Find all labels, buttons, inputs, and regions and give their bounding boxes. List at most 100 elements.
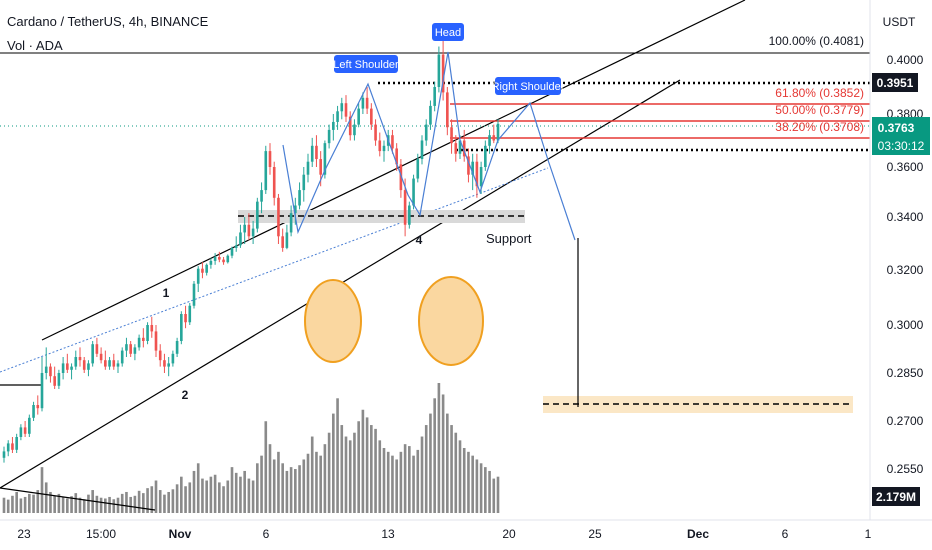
volume-bar [353, 432, 356, 513]
candle [146, 322, 149, 345]
candle [53, 366, 56, 389]
volume-bar [142, 493, 145, 513]
volume-bar [306, 453, 310, 513]
time-tick-label: 6 [782, 527, 789, 541]
volume-bar [361, 409, 365, 513]
candle [137, 334, 141, 351]
candle [357, 103, 360, 128]
candle [230, 246, 234, 259]
candle [467, 148, 470, 183]
volume-bar [336, 398, 339, 513]
volume-bar [446, 413, 449, 513]
volume-bar [475, 459, 479, 513]
candle [395, 143, 398, 171]
volume-bar [108, 496, 111, 513]
fib-382-label: 38.20% (0.3708) [775, 120, 864, 134]
left-shoulder-tag[interactable]: Left Shoulder [333, 55, 399, 73]
volume-bar [429, 413, 432, 513]
head-label: Head [435, 27, 461, 39]
candle [315, 135, 318, 167]
candle [125, 337, 128, 357]
dotted-trendline[interactable] [0, 167, 549, 373]
candle [344, 95, 348, 122]
time-tick-label: Nov [169, 527, 192, 541]
volume-bar [82, 499, 86, 513]
candle [201, 262, 204, 279]
candle [492, 124, 496, 144]
volume-bar [496, 476, 500, 513]
volume-bar [133, 495, 137, 513]
volume-bar [251, 480, 255, 513]
volume-highlight-circle-left[interactable] [304, 279, 362, 363]
volume-bar [11, 495, 14, 513]
candle [281, 228, 284, 252]
head-tag[interactable]: Head [432, 23, 464, 41]
candle [205, 263, 208, 276]
volume-bar [95, 495, 99, 513]
candle [433, 81, 436, 112]
volume-bar [226, 480, 230, 513]
candle [78, 347, 82, 367]
volume-bar [268, 444, 272, 513]
volume-bar [188, 482, 192, 513]
volume-bar [6, 499, 10, 513]
wave-label-1: 1 [163, 286, 170, 300]
candle [450, 119, 453, 154]
head-shoulders-pattern[interactable] [282, 51, 576, 241]
time-axis[interactable] [0, 520, 932, 550]
volume-bar [315, 451, 318, 513]
volume-bar [310, 436, 314, 513]
volume-bar [74, 493, 78, 513]
candle [264, 145, 268, 194]
candle [188, 303, 192, 325]
candle [99, 347, 103, 364]
currency-label[interactable]: USDT [883, 15, 916, 29]
volume-bar [175, 484, 179, 513]
descending-line[interactable] [0, 487, 156, 511]
candle [446, 87, 449, 136]
candle [112, 353, 116, 370]
volume-bar [150, 486, 154, 513]
candle [488, 129, 491, 154]
candle [19, 424, 23, 441]
candle [374, 119, 377, 146]
candle [454, 135, 458, 162]
volume-bar [163, 494, 166, 513]
candle [327, 124, 331, 149]
resistance-price-value: 0.3951 [877, 76, 914, 90]
candle [209, 258, 213, 269]
right-shoulder-tag[interactable]: Right Shoulder [492, 77, 565, 95]
volume-bar [129, 496, 132, 513]
candle [247, 213, 251, 241]
candle [196, 266, 200, 292]
candle [57, 369, 61, 389]
candle [11, 437, 14, 453]
volume-highlight-circle-right[interactable] [418, 276, 484, 366]
volume-bar [340, 425, 344, 513]
channel-upper-line[interactable] [41, 0, 746, 341]
right-shoulder-label: Right Shoulder [492, 81, 565, 93]
volume-bar [70, 496, 73, 513]
volume-bar [112, 499, 116, 513]
candle [154, 325, 158, 357]
candle [234, 236, 238, 252]
volume-bar [264, 421, 268, 513]
candle [239, 224, 242, 248]
volume-bar [260, 455, 263, 513]
candle [23, 421, 27, 437]
time-tick-label: Dec [687, 527, 709, 541]
volume-bar [450, 425, 453, 513]
candle [192, 281, 196, 309]
volume-bar [234, 472, 238, 513]
volume-bar [302, 459, 306, 513]
candle [167, 357, 170, 377]
candle [268, 143, 272, 175]
fib-100-label: 100.00% (0.4081) [769, 34, 864, 48]
volume-bar [403, 444, 407, 513]
volume-bar [180, 476, 183, 513]
candle [150, 316, 154, 338]
support-label: Support [486, 231, 532, 246]
wave-label-4: 4 [416, 233, 423, 247]
volume-bar [205, 480, 208, 513]
